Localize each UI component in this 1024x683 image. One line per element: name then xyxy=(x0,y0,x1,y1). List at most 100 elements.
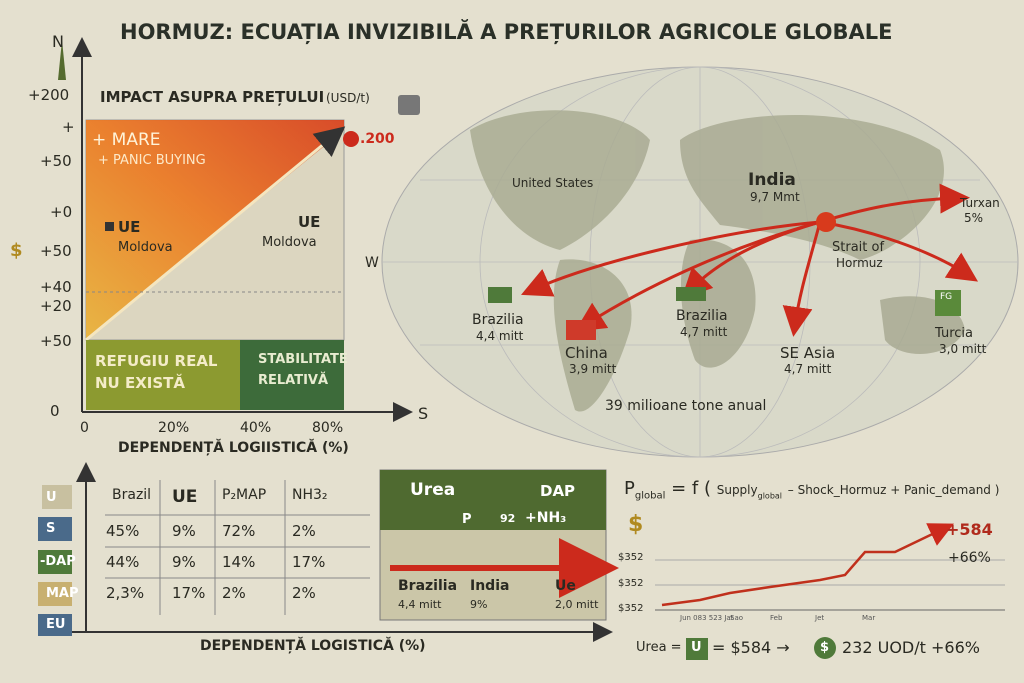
map-label: United States xyxy=(512,176,594,190)
trade-routes xyxy=(521,183,979,337)
row-label: S xyxy=(46,521,56,536)
map-value: 5% xyxy=(964,211,984,225)
map-label: Strait of xyxy=(832,240,885,255)
eq-rhs: 232 UOD/t +66% xyxy=(842,638,980,657)
formula-supply: Supply xyxy=(716,483,758,497)
point-label: UE xyxy=(298,213,321,231)
impact-title: IMPACT ASUPRA PREȚULUI xyxy=(100,88,325,106)
x-tick-label: 80% xyxy=(312,420,344,436)
table-header: UE xyxy=(172,487,198,507)
formula-p: P xyxy=(624,478,635,499)
x-tick-label: 20% xyxy=(158,420,190,436)
table-axis-title: DEPENDENȚĂ LOGISTICĂ (%) xyxy=(200,638,426,654)
y-tick-label: $352 xyxy=(618,578,644,589)
price-dollar: $ xyxy=(628,512,644,537)
map-value: 4,4 mitt xyxy=(476,329,524,343)
product-value: 9% xyxy=(470,598,488,611)
product-value: 4,4 mitt xyxy=(398,598,442,611)
x-tick-label: Feb xyxy=(770,614,783,622)
compass-s: S xyxy=(418,404,429,423)
eq-lhs: Urea = xyxy=(636,640,682,655)
map-label: Brazilia xyxy=(472,312,524,328)
title: HORMUZ: ECUAȚIA INVIZIBILĂ A PREȚURILOR … xyxy=(120,20,893,44)
table-header: Brazil xyxy=(112,487,152,503)
map-value: Hormuz xyxy=(836,256,883,270)
no-refuge-zone xyxy=(86,340,240,410)
y-tick-label: $352 xyxy=(618,603,644,614)
y-tick-label: +50 xyxy=(40,152,72,170)
point-sub: Moldova xyxy=(262,235,317,250)
row-label: EU xyxy=(46,617,66,632)
table-header: P₂MAP xyxy=(222,487,267,503)
product-item: DAP xyxy=(540,482,576,500)
table-cell: 9% xyxy=(172,522,196,540)
point-sub: Moldova xyxy=(118,240,173,255)
stable-zone xyxy=(240,340,344,410)
compass-w: W xyxy=(365,255,379,271)
price-peak: +584 xyxy=(946,520,993,539)
table-cell: 2% xyxy=(292,584,316,602)
price-line xyxy=(661,523,955,607)
table-cell: 72% xyxy=(222,522,256,540)
table-cell: 2,3% xyxy=(106,584,145,602)
map-value: 9,7 Mmt xyxy=(750,190,800,204)
y-tick-label: +50 xyxy=(40,332,72,350)
row-label: MAP xyxy=(46,586,79,601)
map-value: 4,7 mitt xyxy=(680,325,728,339)
x-tick-label: Jet xyxy=(815,614,825,622)
map-label: India xyxy=(748,170,796,190)
eq-icon: U xyxy=(691,640,702,655)
y-tick-label: $352 xyxy=(618,552,644,563)
y-tick-label: + xyxy=(62,118,75,136)
price-change: +66% xyxy=(948,550,991,566)
product-name: Ue xyxy=(555,578,576,594)
formula-sub: global xyxy=(634,490,666,502)
product-name: India xyxy=(470,578,510,594)
table-cell: 2% xyxy=(292,522,316,540)
map-value: 3,0 mitt xyxy=(939,342,987,356)
table-cell: 17% xyxy=(292,553,326,571)
compass-n: N xyxy=(52,32,64,51)
map-total: 39 milioane tone anual xyxy=(605,398,767,414)
y-tick-label: 0 xyxy=(50,402,60,420)
product-value: 2,0 mitt xyxy=(555,598,599,611)
eq-icon2: $ xyxy=(820,640,830,655)
table-cell: 9% xyxy=(172,553,196,571)
x-tick-label: Mar xyxy=(862,614,876,622)
map-label: Brazilia xyxy=(676,308,728,324)
x-tick-label: 40% xyxy=(240,420,272,436)
x-tick-label: Jun 083 523 Jat xyxy=(680,614,734,622)
formula-supply-sub: global xyxy=(757,491,783,501)
row-label: U xyxy=(46,490,57,505)
formula-eq: = f ( xyxy=(671,478,711,499)
product-item: +NH₃ xyxy=(525,510,567,526)
zone-panic: + PANIC BUYING xyxy=(98,153,206,168)
y-tick-label: +0 xyxy=(50,203,73,221)
y-tick-label: +20 xyxy=(40,297,72,315)
y-tick-label: +50 xyxy=(40,242,72,260)
table-cell: 14% xyxy=(222,553,256,571)
zone-stable: RELATIVĂ xyxy=(258,373,329,388)
row-label: -DAP xyxy=(40,554,76,569)
dollar-icon: $ xyxy=(10,240,23,261)
table-cell: 2% xyxy=(222,584,246,602)
x-tick-label: 0 xyxy=(80,420,89,436)
map-label: Turxan xyxy=(960,196,1000,210)
zone-stable: STABILITATE xyxy=(258,352,348,367)
product-item: Urea xyxy=(410,480,456,500)
map-label: China xyxy=(565,344,608,362)
formula-shock: – Shock_Hormuz + Panic_demand ) xyxy=(787,483,1000,497)
zone-no-refuge: REFUGIU REAL xyxy=(95,352,218,370)
zone-high: + MARE xyxy=(92,130,161,150)
map-label: Turcia xyxy=(935,326,973,341)
map-value: 3,9 mitt xyxy=(569,362,617,376)
product-item: P xyxy=(462,512,472,527)
product-item: 92 xyxy=(500,512,516,525)
impact-unit: (USD/t) xyxy=(326,91,370,105)
zone-no-refuge: NU EXISTĂ xyxy=(95,374,185,392)
map-label: SE Asia xyxy=(780,344,836,362)
point-label: UE xyxy=(118,218,141,236)
y-tick-label: +40 xyxy=(40,278,72,296)
